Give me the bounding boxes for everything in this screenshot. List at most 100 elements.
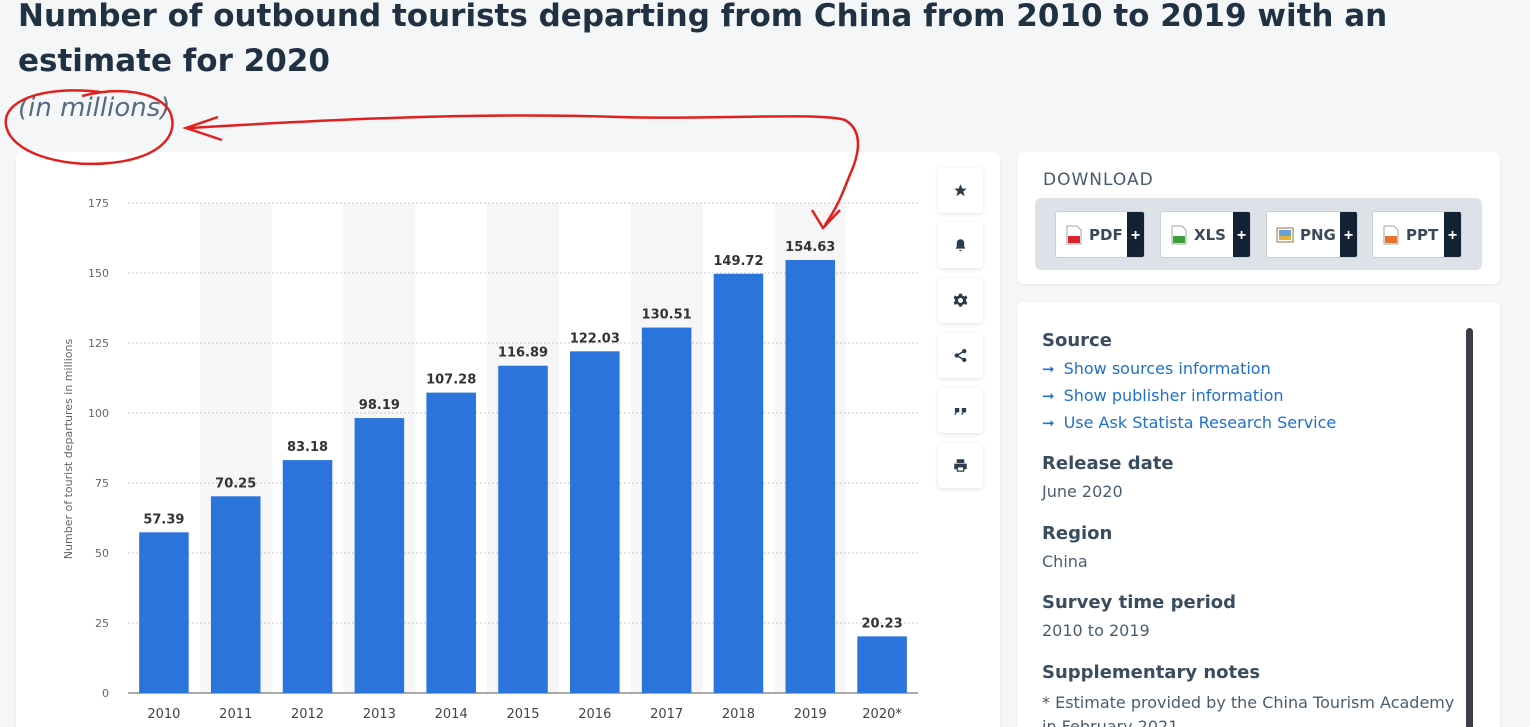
- bar-2011: [210, 496, 261, 693]
- release-section: Release date June 2020: [1042, 453, 1174, 501]
- gear-icon: [953, 293, 968, 307]
- data-label: 154.63: [785, 240, 835, 255]
- notes-value: * Estimate provided by the China Tourism…: [1042, 693, 1455, 727]
- data-label: 57.39: [143, 512, 184, 527]
- cite-button[interactable]: [938, 388, 983, 433]
- bar-2019: [785, 260, 836, 693]
- y-axis-title: Number of tourist departures in millions: [62, 339, 75, 560]
- x-tick-label: 2016: [578, 707, 611, 722]
- y-tick-label: 25: [95, 617, 109, 630]
- x-tick-label: 2011: [219, 707, 252, 722]
- bar-2020*: [857, 636, 907, 693]
- x-tick-label: 2017: [650, 707, 683, 722]
- data-label: 116.89: [498, 346, 548, 361]
- show-publisher-label: Show publisher information: [1063, 386, 1284, 405]
- share-icon: [954, 348, 967, 363]
- bar-2013: [354, 418, 405, 693]
- release-heading: Release date: [1042, 453, 1174, 474]
- source-section: Source ➞ Show sources information ➞ Show…: [1042, 330, 1336, 436]
- x-tick-label: 2013: [363, 707, 396, 722]
- print-button[interactable]: [938, 443, 983, 488]
- chart-card: 0 25 50 75 100 125 150 175 Number of tourist dep…: [16, 152, 1000, 727]
- xls-label: XLS: [1194, 225, 1226, 244]
- x-tick-label: 2015: [506, 707, 539, 722]
- y-tick-label: 100: [88, 407, 109, 420]
- x-tick-label: 2010: [147, 707, 180, 722]
- data-label: 122.03: [570, 331, 620, 346]
- y-tick-label: 175: [88, 197, 109, 210]
- pdf-file-icon: [1066, 225, 1082, 244]
- bar-2015: [498, 365, 548, 693]
- bar-2018: [713, 273, 764, 693]
- y-tick-label: 75: [95, 477, 109, 490]
- region-value: China: [1042, 552, 1088, 571]
- xls-file-icon: [1171, 225, 1187, 244]
- printer-icon: [954, 459, 967, 472]
- download-png-button[interactable]: PNG +: [1266, 211, 1358, 258]
- xls-plus: +: [1233, 212, 1250, 257]
- survey-value: 2010 to 2019: [1042, 621, 1150, 640]
- png-image-icon: [1276, 227, 1294, 242]
- page-title: Number of outbound tourists departing fr…: [18, 0, 1388, 79]
- data-label: 20.23: [862, 616, 903, 631]
- pdf-label: PDF: [1089, 225, 1123, 244]
- notify-button[interactable]: [938, 223, 983, 268]
- release-value: June 2020: [1042, 482, 1123, 501]
- survey-heading: Survey time period: [1042, 592, 1236, 613]
- x-tick-label: 2020*: [862, 707, 902, 722]
- bar-2014: [426, 392, 476, 693]
- star-icon: [954, 184, 967, 197]
- bell-icon: [955, 239, 966, 252]
- show-sources-label: Show sources information: [1063, 359, 1271, 378]
- pdf-plus: +: [1127, 212, 1144, 257]
- research-service-link[interactable]: ➞ Use Ask Statista Research Service: [1042, 409, 1336, 436]
- download-xls-button[interactable]: XLS +: [1160, 211, 1251, 258]
- quote-icon: [954, 408, 967, 415]
- source-heading: Source: [1042, 330, 1112, 351]
- notes-section: Supplementary notes * Estimate provided …: [1042, 662, 1457, 727]
- x-tick-label: 2014: [435, 707, 468, 722]
- y-tick-label: 150: [88, 267, 109, 280]
- notes-heading: Supplementary notes: [1042, 662, 1261, 683]
- data-label: 83.18: [287, 440, 328, 455]
- share-button[interactable]: [938, 333, 983, 378]
- arrow-right-icon: ➞: [1042, 386, 1055, 405]
- chart-toolbar: [938, 168, 983, 498]
- bar-chart: 0 25 50 75 100 125 150 175 Number of tourist dep…: [62, 197, 918, 722]
- ppt-file-icon: [1383, 225, 1399, 244]
- research-service-label: Use Ask Statista Research Service: [1063, 413, 1337, 432]
- bar-2016: [570, 351, 620, 693]
- x-tick-label: 2018: [722, 707, 755, 722]
- x-tick-label: 2019: [794, 707, 827, 722]
- settings-button[interactable]: [938, 278, 983, 323]
- download-ppt-button[interactable]: PPT +: [1372, 211, 1462, 258]
- bar-2010: [139, 532, 189, 693]
- data-label: 70.25: [215, 476, 256, 491]
- favorite-button[interactable]: [938, 168, 983, 213]
- region-heading: Region: [1042, 523, 1113, 544]
- png-plus: +: [1340, 212, 1357, 257]
- show-sources-link[interactable]: ➞ Show sources information: [1042, 355, 1336, 382]
- show-publisher-link[interactable]: ➞ Show publisher information: [1042, 382, 1336, 409]
- annotation-arrowhead-left: [182, 115, 223, 142]
- download-buttons: PDF + XLS + PNG + PPT +: [1035, 198, 1482, 270]
- y-tick-label: 50: [95, 547, 109, 560]
- y-tick-label: 0: [102, 687, 109, 700]
- download-heading: DOWNLOAD: [1043, 170, 1154, 190]
- data-label: 107.28: [426, 373, 476, 388]
- data-label: 98.19: [359, 398, 400, 413]
- arrow-right-icon: ➞: [1042, 413, 1055, 432]
- scrollbar[interactable]: [1466, 328, 1473, 727]
- data-label: 130.51: [642, 308, 692, 323]
- survey-section: Survey time period 2010 to 2019: [1042, 592, 1236, 640]
- page-subtitle: (in millions): [18, 93, 171, 123]
- png-label: PNG: [1300, 225, 1336, 244]
- data-label: 149.72: [713, 254, 763, 269]
- statistic-info-card: Source ➞ Show sources information ➞ Show…: [1017, 302, 1500, 727]
- download-pdf-button[interactable]: PDF +: [1055, 211, 1145, 258]
- arrow-right-icon: ➞: [1042, 359, 1055, 378]
- region-section: Region China: [1042, 523, 1112, 571]
- ppt-plus: +: [1444, 212, 1461, 257]
- bar-2012: [282, 460, 333, 693]
- ppt-label: PPT: [1406, 225, 1439, 244]
